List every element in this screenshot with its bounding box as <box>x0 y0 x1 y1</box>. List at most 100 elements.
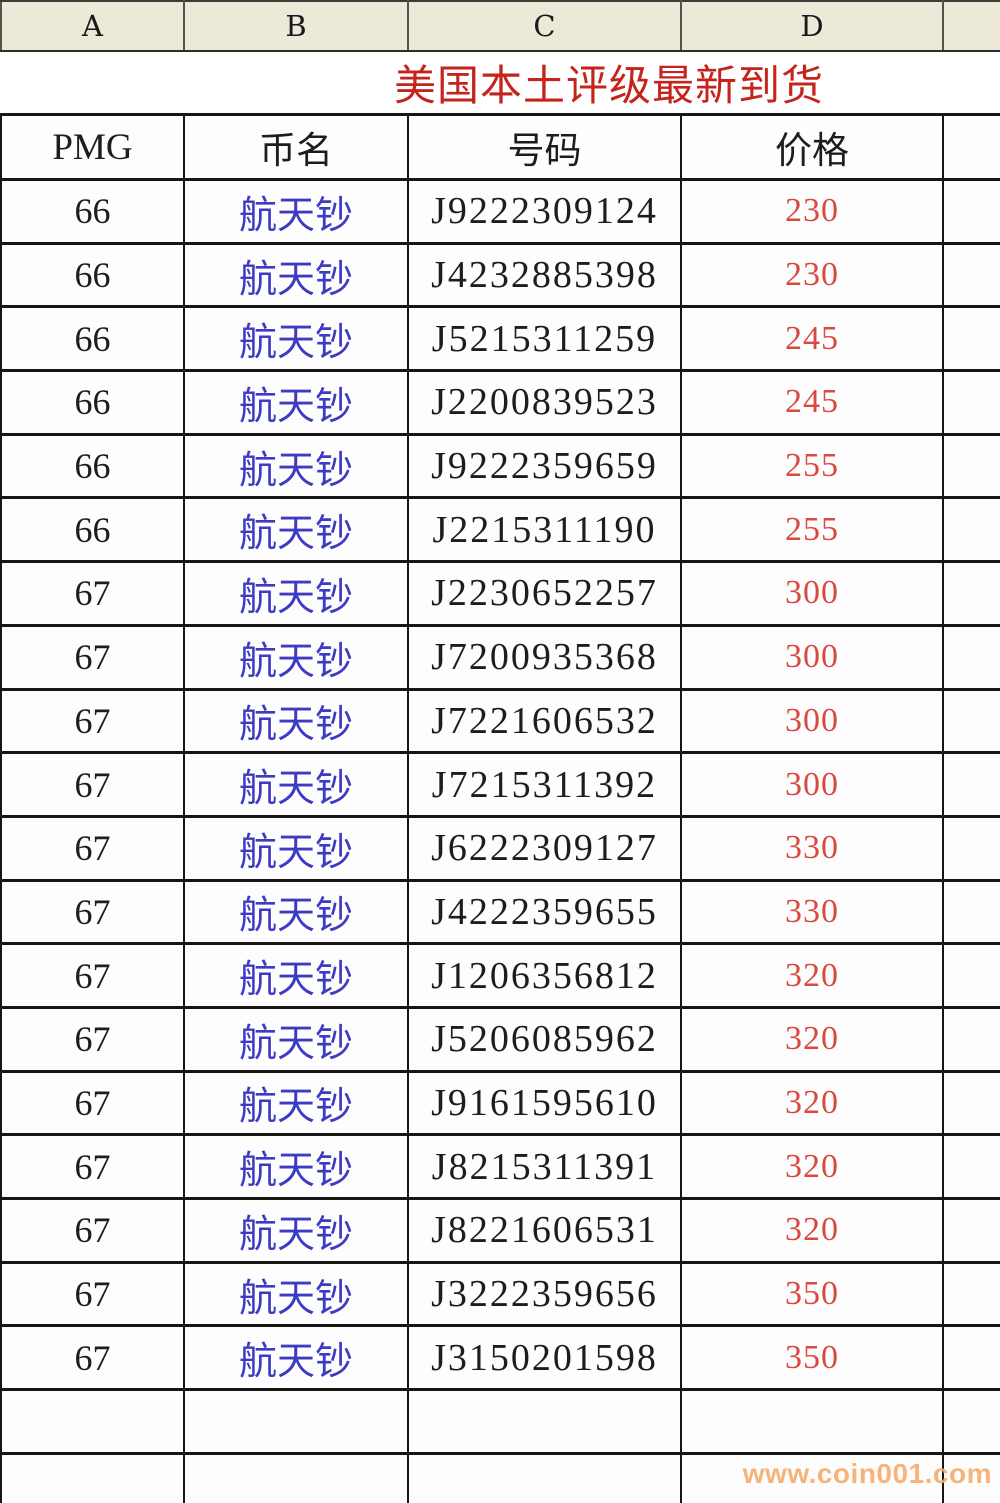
cell-price[interactable]: 350 <box>680 1260 944 1328</box>
cell-price[interactable]: 230 <box>680 241 944 309</box>
empty-cell[interactable] <box>183 1388 409 1456</box>
cell-grade[interactable]: 67 <box>0 1069 185 1137</box>
cell-serial[interactable]: J4222359655 <box>407 878 682 946</box>
cell-grade[interactable]: 67 <box>0 878 185 946</box>
cell-extra[interactable] <box>942 369 1000 436</box>
header-extra[interactable] <box>942 113 1000 181</box>
empty-cell[interactable] <box>0 1452 185 1503</box>
cell-price[interactable]: 300 <box>680 560 944 627</box>
cell-grade[interactable]: 67 <box>0 814 185 882</box>
cell-grade[interactable]: 67 <box>0 1197 185 1264</box>
cell-extra[interactable] <box>942 560 1000 627</box>
cell-grade[interactable]: 67 <box>0 687 185 755</box>
cell-grade[interactable]: 66 <box>0 178 185 245</box>
cell-grade[interactable]: 67 <box>0 1324 185 1392</box>
cell-grade[interactable]: 66 <box>0 241 185 309</box>
empty-cell[interactable] <box>680 1452 944 1503</box>
empty-cell[interactable] <box>942 1452 1000 1503</box>
cell-grade[interactable]: 66 <box>0 496 185 564</box>
cell-price[interactable]: 300 <box>680 687 944 755</box>
cell-name[interactable]: 航天钞 <box>183 178 409 245</box>
cell-price[interactable]: 320 <box>680 1133 944 1200</box>
cell-name[interactable]: 航天钞 <box>183 1005 409 1073</box>
header-name[interactable]: 币名 <box>183 113 409 181</box>
cell-extra[interactable] <box>942 1324 1000 1392</box>
cell-price[interactable]: 320 <box>680 942 944 1009</box>
cell-serial[interactable]: J7200935368 <box>407 623 682 691</box>
cell-name[interactable]: 航天钞 <box>183 560 409 627</box>
cell-grade[interactable]: 67 <box>0 623 185 691</box>
cell-price[interactable]: 245 <box>680 369 944 436</box>
cell-serial[interactable]: J9222359659 <box>407 432 682 500</box>
cell-price[interactable]: 255 <box>680 496 944 564</box>
cell-price[interactable]: 320 <box>680 1005 944 1073</box>
cell-name[interactable]: 航天钞 <box>183 878 409 946</box>
header-grade[interactable]: PMG <box>0 113 185 181</box>
sheet-title[interactable]: 美国本土评级最新到货 <box>1 51 1000 115</box>
cell-name[interactable]: 航天钞 <box>183 814 409 882</box>
cell-name[interactable]: 航天钞 <box>183 942 409 1009</box>
cell-extra[interactable] <box>942 1133 1000 1200</box>
cell-grade[interactable]: 66 <box>0 432 185 500</box>
empty-cell[interactable] <box>407 1388 682 1456</box>
cell-serial[interactable]: J4232885398 <box>407 241 682 309</box>
cell-extra[interactable] <box>942 432 1000 500</box>
cell-price[interactable]: 350 <box>680 1324 944 1392</box>
cell-serial[interactable]: J5206085962 <box>407 1005 682 1073</box>
cell-grade[interactable]: 67 <box>0 942 185 1009</box>
cell-serial[interactable]: J5215311259 <box>407 305 682 373</box>
cell-name[interactable]: 航天钞 <box>183 1133 409 1200</box>
cell-name[interactable]: 航天钞 <box>183 623 409 691</box>
cell-serial[interactable]: J3222359656 <box>407 1260 682 1328</box>
cell-extra[interactable] <box>942 1005 1000 1073</box>
cell-grade[interactable]: 67 <box>0 560 185 627</box>
cell-serial[interactable]: J9222309124 <box>407 178 682 245</box>
cell-price[interactable]: 330 <box>680 878 944 946</box>
cell-name[interactable]: 航天钞 <box>183 1197 409 1264</box>
cell-price[interactable]: 300 <box>680 623 944 691</box>
column-header-d[interactable]: D <box>680 0 944 52</box>
empty-cell[interactable] <box>680 1388 944 1456</box>
empty-cell[interactable] <box>0 1388 185 1456</box>
cell-extra[interactable] <box>942 814 1000 882</box>
cell-serial[interactable]: J9161595610 <box>407 1069 682 1137</box>
cell-name[interactable]: 航天钞 <box>183 1324 409 1392</box>
cell-name[interactable]: 航天钞 <box>183 496 409 564</box>
cell-serial[interactable]: J8215311391 <box>407 1133 682 1200</box>
cell-price[interactable]: 245 <box>680 305 944 373</box>
cell-price[interactable]: 330 <box>680 814 944 882</box>
cell-name[interactable]: 航天钞 <box>183 1069 409 1137</box>
cell-serial[interactable]: J8221606531 <box>407 1197 682 1264</box>
cell-serial[interactable]: J2200839523 <box>407 369 682 436</box>
cell-grade[interactable]: 66 <box>0 369 185 436</box>
cell-serial[interactable]: J7215311392 <box>407 751 682 818</box>
cell-extra[interactable] <box>942 878 1000 946</box>
cell-grade[interactable]: 67 <box>0 1260 185 1328</box>
cell-name[interactable]: 航天钞 <box>183 241 409 309</box>
empty-cell[interactable] <box>183 1452 409 1503</box>
cell-extra[interactable] <box>942 1260 1000 1328</box>
cell-serial[interactable]: J6222309127 <box>407 814 682 882</box>
empty-cell[interactable] <box>942 1388 1000 1456</box>
cell-extra[interactable] <box>942 687 1000 755</box>
cell-serial[interactable]: J7221606532 <box>407 687 682 755</box>
cell-price[interactable]: 230 <box>680 178 944 245</box>
cell-price[interactable]: 320 <box>680 1197 944 1264</box>
column-header-c[interactable]: C <box>407 0 682 52</box>
cell-extra[interactable] <box>942 241 1000 309</box>
cell-extra[interactable] <box>942 178 1000 245</box>
cell-serial[interactable]: J2215311190 <box>407 496 682 564</box>
cell-name[interactable]: 航天钞 <box>183 1260 409 1328</box>
column-header-a[interactable]: A <box>0 0 185 52</box>
cell-price[interactable]: 320 <box>680 1069 944 1137</box>
cell-name[interactable]: 航天钞 <box>183 305 409 373</box>
cell-serial[interactable]: J1206356812 <box>407 942 682 1009</box>
cell-name[interactable]: 航天钞 <box>183 687 409 755</box>
cell-extra[interactable] <box>942 496 1000 564</box>
cell-name[interactable]: 航天钞 <box>183 751 409 818</box>
cell-extra[interactable] <box>942 623 1000 691</box>
column-header-b[interactable]: B <box>183 0 409 52</box>
header-price[interactable]: 价格 <box>680 113 944 181</box>
cell-grade[interactable]: 67 <box>0 751 185 818</box>
cell-price[interactable]: 300 <box>680 751 944 818</box>
